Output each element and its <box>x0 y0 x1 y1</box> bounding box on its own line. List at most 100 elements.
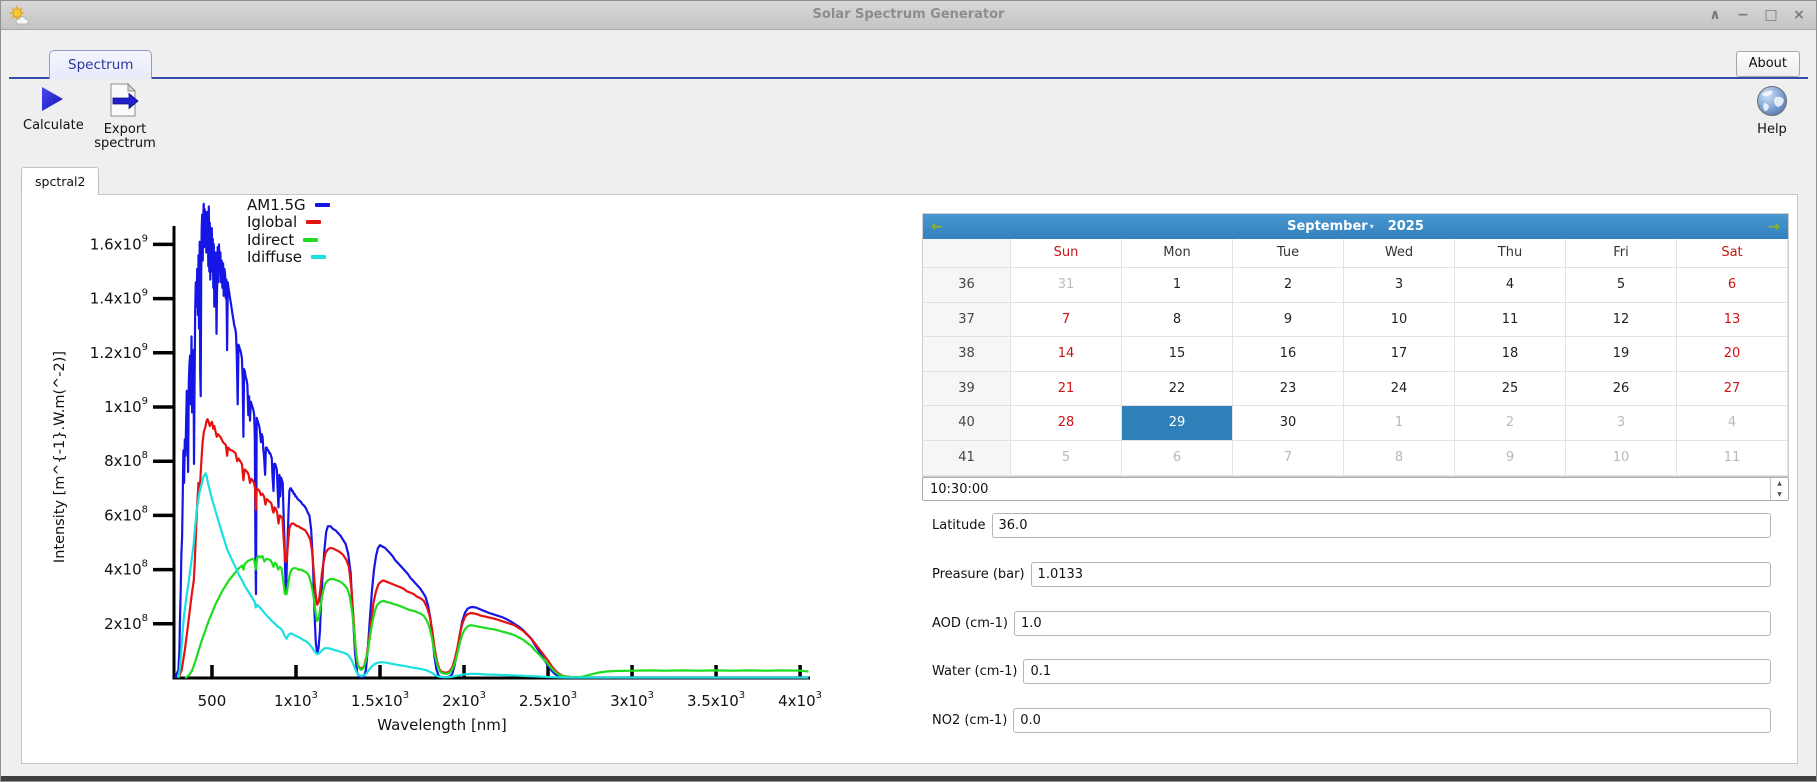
calendar-day[interactable]: 5 <box>1011 440 1122 476</box>
calendar-day[interactable]: 16 <box>1233 337 1344 372</box>
calendar-day[interactable]: 5 <box>1566 268 1677 303</box>
legend-color-dash <box>311 255 326 260</box>
calendar-day[interactable]: 1 <box>1344 406 1455 441</box>
time-input[interactable] <box>923 478 1760 500</box>
calendar-week-number: 36 <box>923 268 1011 303</box>
y-tick-label: 1.6x109 <box>90 233 148 253</box>
x-tick-label: 4x103 <box>778 690 822 710</box>
calendar-day[interactable]: 1 <box>1122 268 1233 303</box>
calendar-day-selected[interactable]: 29 <box>1122 406 1233 441</box>
export-file-icon <box>106 82 144 121</box>
calculate-button[interactable]: Calculate <box>23 85 84 133</box>
x-tick-label: 500 <box>198 692 227 710</box>
calendar-year[interactable]: 2025 <box>1387 219 1424 234</box>
calendar-day[interactable]: 24 <box>1344 371 1455 407</box>
no2-row: NO2 (cm-1) <box>932 708 1771 733</box>
spin-down-icon[interactable]: ▼ <box>1777 491 1782 498</box>
calendar-day[interactable]: 31 <box>1011 268 1122 303</box>
calendar-day[interactable]: 3 <box>1566 406 1677 441</box>
calendar-day[interactable]: 17 <box>1344 337 1455 372</box>
week-number-header <box>923 239 1011 268</box>
calendar-day[interactable]: 19 <box>1566 337 1677 372</box>
calendar-day[interactable]: 7 <box>1011 302 1122 338</box>
calendar-day[interactable]: 6 <box>1122 440 1233 476</box>
tab-spectrum[interactable]: Spectrum <box>49 50 153 79</box>
maximize-icon[interactable]: □ <box>1764 7 1778 23</box>
legend-color-dash <box>314 202 330 207</box>
calendar-day[interactable]: 8 <box>1344 440 1455 476</box>
calendar-day[interactable]: 3 <box>1344 268 1455 303</box>
latitude-field[interactable] <box>991 513 1771 538</box>
minimize-icon[interactable]: − <box>1737 7 1749 23</box>
calendar-day[interactable]: 6 <box>1677 268 1788 303</box>
calendar-day[interactable]: 22 <box>1122 371 1233 407</box>
time-spinbox[interactable]: ▲ ▼ <box>922 477 1789 501</box>
calendar-day[interactable]: 14 <box>1011 337 1122 372</box>
tab-spctral2[interactable]: spctral2 <box>21 167 100 195</box>
chart-legend: AM1.5G Iglobal Idirect Idiffuse <box>247 196 330 266</box>
calendar-day[interactable]: 9 <box>1455 440 1566 476</box>
calendar-next-arrow-icon[interactable]: → <box>1768 218 1780 235</box>
calendar-day[interactable]: 13 <box>1677 302 1788 338</box>
about-button[interactable]: About <box>1735 51 1800 77</box>
calendar-day[interactable]: 23 <box>1233 371 1344 407</box>
export-spectrum-button[interactable]: Export spectrum <box>93 82 157 151</box>
x-axis-title: Wavelength [nm] <box>377 716 507 734</box>
legend-label: Iglobal <box>247 213 298 232</box>
sun-cloud-app-icon <box>9 5 31 29</box>
day-header-thu: Thu <box>1455 239 1566 268</box>
calendar-prev-arrow-icon[interactable]: ← <box>931 218 943 235</box>
calendar-day[interactable]: 18 <box>1455 337 1566 372</box>
x-tick-label: 2.5x103 <box>519 690 577 710</box>
calendar-header: ← September ▾ 2025 → <box>923 214 1788 239</box>
tab-underline <box>9 77 1808 79</box>
calendar-day[interactable]: 25 <box>1455 371 1566 407</box>
calendar-day[interactable]: 4 <box>1677 406 1788 441</box>
y-tick-label: 1.2x109 <box>90 342 148 362</box>
legend-color-dash <box>303 237 319 242</box>
calendar-day[interactable]: 2 <box>1455 406 1566 441</box>
calendar-day[interactable]: 10 <box>1344 302 1455 338</box>
legend-label: Idiffuse <box>247 248 302 267</box>
pressure-label: Preasure (bar) <box>932 567 1025 582</box>
window-title: Solar Spectrum Generator <box>812 7 1005 22</box>
window-bottom-edge <box>1 776 1816 781</box>
spin-up-icon[interactable]: ▲ <box>1777 480 1782 487</box>
calendar-day[interactable]: 9 <box>1233 302 1344 338</box>
calendar-day[interactable]: 10 <box>1566 440 1677 476</box>
aod-field[interactable] <box>1013 611 1771 636</box>
legend-label: AM1.5G <box>247 195 306 214</box>
calendar-day[interactable]: 26 <box>1566 371 1677 407</box>
calendar-day[interactable]: 11 <box>1455 302 1566 338</box>
calendar-day[interactable]: 4 <box>1455 268 1566 303</box>
calendar-month[interactable]: September <box>1287 219 1368 234</box>
calendar-day[interactable]: 7 <box>1233 440 1344 476</box>
calculate-label: Calculate <box>23 118 84 133</box>
calendar-day[interactable]: 8 <box>1122 302 1233 338</box>
no2-field[interactable] <box>1013 708 1771 733</box>
aod-row: AOD (cm-1) <box>932 611 1771 636</box>
aod-label: AOD (cm-1) <box>932 616 1008 631</box>
calendar-week-number: 40 <box>923 406 1011 441</box>
close-icon[interactable]: × <box>1793 7 1805 23</box>
calendar-day[interactable]: 20 <box>1677 337 1788 372</box>
export-label-line2: spectrum <box>94 136 156 151</box>
shade-window-icon[interactable]: ∧ <box>1709 7 1721 23</box>
help-button[interactable]: Help <box>1748 85 1796 137</box>
legend-color-dash <box>306 220 322 225</box>
pressure-field[interactable] <box>1030 562 1771 587</box>
calendar-day[interactable]: 21 <box>1011 371 1122 407</box>
calendar-day[interactable]: 2 <box>1233 268 1344 303</box>
legend-item: Idiffuse <box>247 248 330 267</box>
calendar-day[interactable]: 15 <box>1122 337 1233 372</box>
calendar-month-year[interactable]: September ▾ 2025 <box>951 219 1760 234</box>
time-spinner[interactable]: ▲ ▼ <box>1770 478 1788 500</box>
calendar-day[interactable]: 30 <box>1233 406 1344 441</box>
calendar-day[interactable]: 27 <box>1677 371 1788 407</box>
latitude-row: Latitude <box>932 513 1771 538</box>
calendar-day[interactable]: 28 <box>1011 406 1122 441</box>
calendar-day[interactable]: 11 <box>1677 440 1788 476</box>
calendar-body: 36 31 1 2 3 4 5 6 37 7 8 9 10 11 12 13 38 14 15 16 17 18 19 20 3… <box>923 268 1788 476</box>
water-field[interactable] <box>1023 659 1771 684</box>
calendar-day[interactable]: 12 <box>1566 302 1677 338</box>
